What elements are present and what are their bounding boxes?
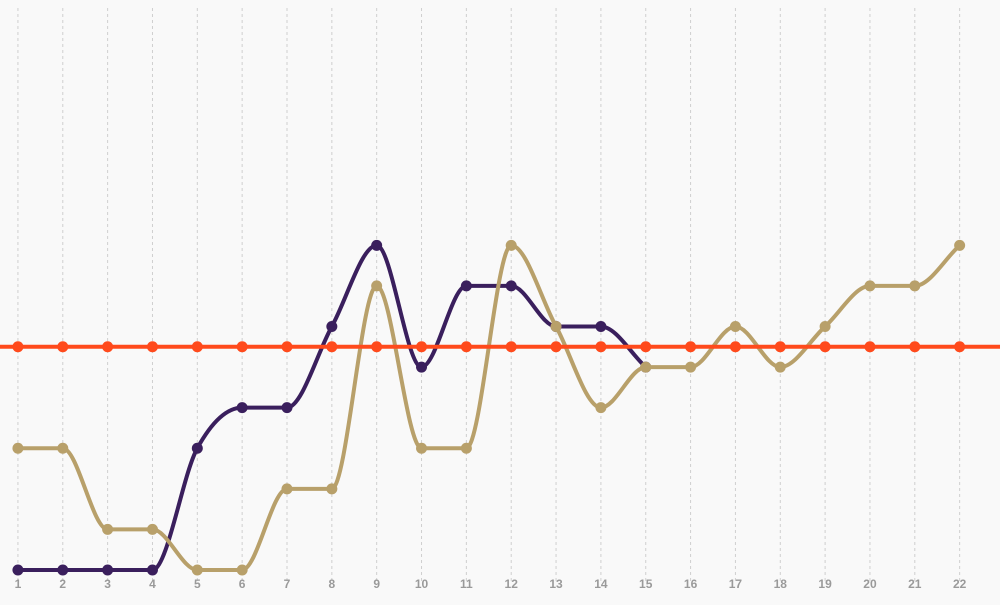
data-point bbox=[505, 341, 517, 353]
x-tick-label: 16 bbox=[684, 577, 698, 591]
data-point bbox=[864, 341, 876, 353]
x-tick-label: 3 bbox=[104, 577, 111, 591]
data-point bbox=[774, 361, 786, 373]
x-axis-tick-labels: 1 2 3 4 5 6 7 8 9 10 11 12 13 14 15 16 17 18 19 20 21 22 bbox=[15, 577, 967, 591]
data-point bbox=[146, 523, 158, 535]
x-tick-label: 12 bbox=[505, 577, 519, 591]
x-tick-label: 8 bbox=[328, 577, 335, 591]
data-point bbox=[460, 341, 472, 353]
data-point bbox=[505, 280, 517, 292]
x-tick-label: 4 bbox=[149, 577, 156, 591]
data-point bbox=[191, 442, 203, 454]
x-tick-label: 14 bbox=[594, 577, 608, 591]
data-point bbox=[550, 341, 562, 353]
data-point bbox=[909, 280, 921, 292]
data-point bbox=[102, 341, 114, 353]
data-point bbox=[685, 361, 697, 373]
data-point bbox=[416, 341, 428, 353]
data-point bbox=[371, 239, 383, 251]
data-point bbox=[326, 321, 338, 332]
data-point bbox=[909, 341, 921, 353]
data-point bbox=[326, 483, 338, 495]
x-tick-label: 21 bbox=[908, 577, 922, 591]
x-tick-label: 20 bbox=[863, 577, 877, 591]
data-point bbox=[774, 341, 786, 353]
data-point bbox=[954, 239, 966, 251]
data-point bbox=[236, 341, 248, 353]
data-point bbox=[371, 280, 383, 292]
x-tick-label: 11 bbox=[460, 577, 473, 591]
x-tick-label: 13 bbox=[549, 577, 563, 591]
data-point bbox=[12, 341, 24, 353]
x-tick-label: 18 bbox=[774, 577, 788, 591]
x-tick-label: 10 bbox=[415, 577, 429, 591]
data-point bbox=[191, 341, 203, 353]
data-point bbox=[12, 442, 24, 454]
data-point bbox=[371, 341, 383, 353]
data-point bbox=[281, 341, 293, 353]
data-point bbox=[102, 523, 114, 535]
data-point bbox=[460, 280, 472, 292]
data-point bbox=[416, 442, 428, 454]
series-line bbox=[15, 243, 648, 572]
data-point bbox=[550, 321, 562, 332]
data-point bbox=[326, 341, 338, 353]
data-point bbox=[505, 239, 517, 251]
data-point bbox=[819, 341, 831, 353]
data-point bbox=[236, 564, 248, 576]
data-point bbox=[146, 341, 158, 353]
data-point bbox=[595, 321, 607, 332]
data-point bbox=[864, 280, 876, 292]
x-tick-label: 2 bbox=[59, 577, 66, 591]
vertical-grid bbox=[17, 8, 961, 583]
series-layer bbox=[0, 239, 1000, 576]
data-point bbox=[281, 483, 293, 495]
data-point bbox=[640, 341, 652, 353]
data-point bbox=[57, 442, 69, 454]
x-tick-label: 9 bbox=[373, 577, 380, 591]
data-point bbox=[146, 564, 158, 576]
data-point bbox=[685, 341, 697, 353]
data-point bbox=[460, 442, 472, 454]
data-point bbox=[57, 341, 69, 353]
data-point bbox=[640, 361, 652, 373]
series-line bbox=[15, 243, 962, 572]
x-tick-label: 1 bbox=[15, 577, 22, 591]
data-point bbox=[281, 402, 293, 414]
data-point bbox=[12, 564, 24, 576]
series-3 bbox=[0, 341, 1000, 353]
data-point bbox=[102, 564, 114, 576]
x-tick-label: 7 bbox=[284, 577, 291, 591]
data-point bbox=[954, 341, 966, 353]
x-tick-label: 6 bbox=[239, 577, 246, 591]
data-point bbox=[191, 564, 203, 576]
x-tick-label: 17 bbox=[729, 577, 743, 591]
data-point bbox=[595, 402, 607, 414]
data-point bbox=[595, 341, 607, 353]
data-point bbox=[57, 564, 69, 576]
data-point bbox=[819, 321, 831, 332]
data-point bbox=[729, 341, 741, 353]
x-tick-label: 22 bbox=[953, 577, 967, 591]
x-tick-label: 19 bbox=[818, 577, 832, 591]
x-tick-label: 5 bbox=[194, 577, 201, 591]
x-tick-label: 15 bbox=[639, 577, 653, 591]
data-point bbox=[236, 402, 248, 414]
series-2 bbox=[12, 239, 966, 576]
data-point bbox=[416, 361, 428, 373]
data-point bbox=[729, 321, 741, 332]
